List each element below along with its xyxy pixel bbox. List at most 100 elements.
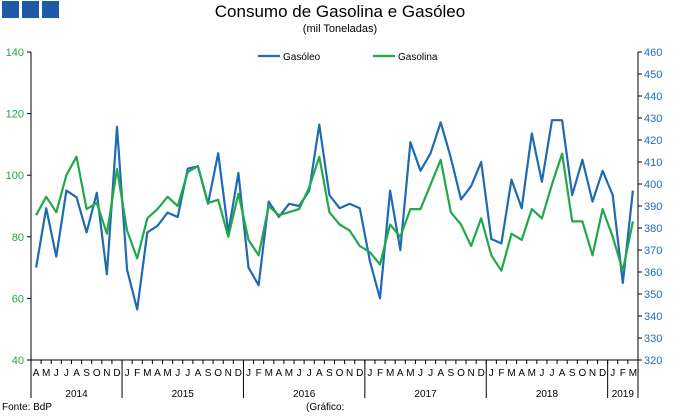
chart-note: (Gráfico: [306,402,345,413]
month-tick-label: J [550,368,555,379]
left-tick-label: 40 [12,355,24,367]
right-tick-label: 380 [644,223,662,235]
year-label: 2014 [65,389,88,400]
month-tick-label: S [83,368,90,379]
right-tick-label: 390 [644,201,662,213]
chart-title: Consumo de Gasolina e Gasóleo [214,2,466,21]
month-tick-label: F [498,368,504,379]
month-tick-label: A [73,368,80,379]
month-tick-label: J [539,368,544,379]
brand-logo [2,1,62,18]
right-tick-label: 450 [644,69,662,81]
month-tick-label: N [467,368,474,379]
month-tick-label: A [154,368,161,379]
month-tick-label: J [54,368,59,379]
left-tick-label: 80 [12,232,24,244]
month-tick-label: A [316,368,323,379]
source-note: Fonte: BdP [2,402,53,413]
month-tick-label: J [428,368,433,379]
year-label: 2016 [293,389,316,400]
year-label: 2017 [414,389,437,400]
right-tick-label: 340 [644,311,662,323]
right-tick-label: 350 [644,289,662,301]
month-tick-label: M [406,368,414,379]
right-tick-label: 330 [644,333,662,345]
month-tick-label: A [33,368,40,379]
month-tick-label: N [103,368,110,379]
right-tick-label: 440 [644,91,662,103]
month-tick-label: D [478,368,485,379]
month-tick-label: A [437,368,444,379]
chart-series [35,119,634,311]
month-tick-label: M [163,368,171,379]
month-tick-label: O [578,368,586,379]
month-tick-label: N [225,368,232,379]
right-tick-label: 360 [644,267,662,279]
chart-subtitle: (mil Toneladas) [302,23,378,35]
month-tick-label: F [620,368,626,379]
month-tick-label: J [489,368,494,379]
left-tick-label: 100 [6,170,24,182]
brand-square [22,1,39,18]
month-tick-label: M [143,368,151,379]
month-tick-label: F [377,368,383,379]
right-tick-label: 370 [644,245,662,257]
month-tick-label: S [569,368,576,379]
right-tick-label: 400 [644,179,662,191]
right-tick-label: 410 [644,157,662,169]
brand-square [2,1,19,18]
series-line-gasolina [35,152,634,272]
year-label: 2018 [536,389,559,400]
month-tick-label: M [265,368,273,379]
month-tick-label: F [134,368,140,379]
left-tick-label: 120 [6,109,24,121]
right-tick-label: 430 [644,113,662,125]
right-tick-label: 460 [644,47,662,59]
left-tick-label: 60 [12,293,24,305]
month-tick-label: J [246,368,251,379]
month-tick-label: D [235,368,242,379]
month-tick-label: S [205,368,212,379]
month-tick-label: A [276,368,283,379]
month-tick-label: M [507,368,515,379]
legend-label: Gasóleo [283,52,321,63]
month-tick-label: O [93,368,101,379]
month-tick-label: M [42,368,50,379]
month-tick-label: D [113,368,120,379]
month-tick-label: F [256,368,262,379]
month-tick-label: O [457,368,465,379]
month-tick-label: N [589,368,596,379]
month-tick-label: O [336,368,344,379]
month-tick-label: J [297,368,302,379]
legend-label: Gasolina [398,52,438,63]
chart-axes: 40 60 80 100 120 140 320 330 340 350 360 370 380 390 4… [6,47,663,400]
brand-square [42,1,59,18]
month-tick-label: J [125,368,130,379]
month-tick-label: J [175,368,180,379]
month-tick-label: M [386,368,394,379]
month-tick-label: M [528,368,536,379]
series-line-gasoleo [35,119,634,311]
chart-legend: Gasóleo Gasolina [258,52,438,63]
right-tick-label: 420 [644,135,662,147]
month-tick-label: M [285,368,293,379]
month-tick-label: D [599,368,606,379]
year-label: 2019 [612,389,635,400]
month-tick-label: J [64,368,69,379]
month-tick-label: A [518,368,525,379]
month-tick-label: S [448,368,455,379]
month-tick-label: A [559,368,566,379]
right-tick-label: 320 [644,355,662,367]
month-tick-label: D [356,368,363,379]
year-label: 2015 [172,389,195,400]
month-tick-label: M [629,368,637,379]
left-tick-label: 140 [6,47,24,59]
month-tick-label: N [346,368,353,379]
month-tick-label: O [214,368,222,379]
month-tick-label: J [610,368,615,379]
month-tick-label: J [418,368,423,379]
month-tick-label: S [326,368,333,379]
month-tick-label: J [367,368,372,379]
month-tick-label: J [185,368,190,379]
